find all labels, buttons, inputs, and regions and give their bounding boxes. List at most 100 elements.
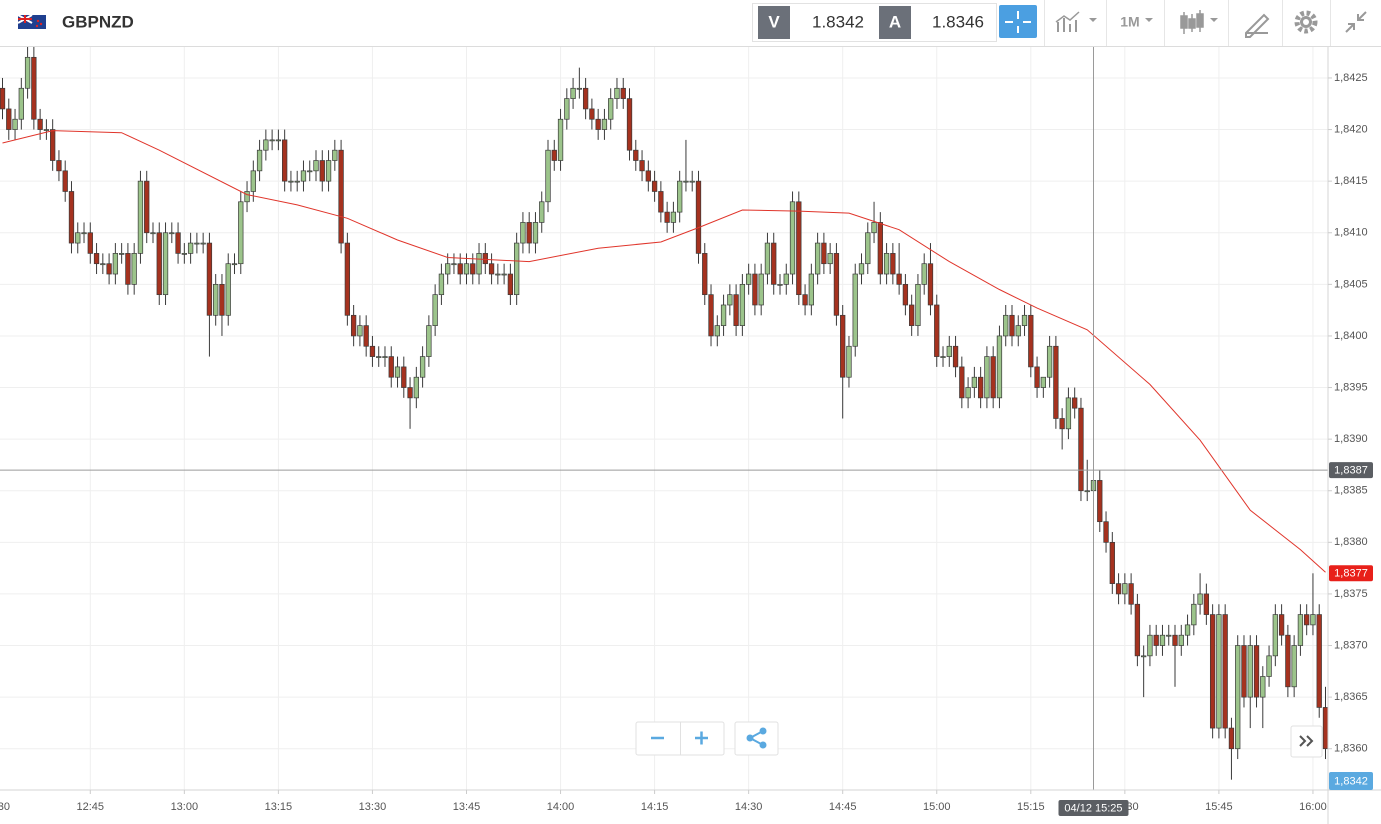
- candle-body: [156, 232, 162, 296]
- candle-body: [507, 273, 514, 296]
- candle-body: [946, 345, 952, 357]
- candle-body: [269, 139, 275, 142]
- candle-body: [739, 283, 746, 326]
- candle-body: [263, 139, 269, 151]
- candle-body: [419, 356, 426, 378]
- candle-body: [482, 253, 488, 265]
- candle-body: [1046, 345, 1053, 378]
- candle-body: [325, 160, 332, 182]
- buy-button[interactable]: [879, 6, 911, 39]
- candle-body: [802, 294, 808, 306]
- candle-body: [808, 273, 814, 306]
- collapse-button[interactable]: [1345, 11, 1367, 33]
- candle-body: [608, 98, 614, 120]
- scroll-to-end-button[interactable]: [1290, 725, 1323, 758]
- candle-body: [43, 129, 50, 131]
- zoom-in-button[interactable]: [695, 731, 708, 745]
- candle-body: [695, 180, 702, 254]
- candle-body: [984, 356, 990, 399]
- candle-body: [338, 149, 344, 244]
- candle-body: [457, 263, 463, 275]
- candle-body: [1304, 614, 1310, 626]
- draw-button[interactable]: [1245, 13, 1270, 38]
- candle-body: [56, 160, 62, 172]
- candle-body: [539, 201, 545, 223]
- candle-body: [589, 108, 595, 120]
- x-tick-label: 14:00: [547, 801, 575, 813]
- candle-body: [282, 139, 288, 182]
- candle-body: [344, 242, 351, 316]
- candle-body: [1159, 634, 1166, 646]
- settings-button[interactable]: [1294, 10, 1318, 34]
- candle-body: [413, 376, 419, 399]
- candle-body: [1021, 314, 1028, 326]
- candle-body: [501, 273, 507, 276]
- crosshair-time-label: 04/12 15:25: [1064, 802, 1122, 814]
- chart-type-button[interactable]: [1055, 11, 1097, 32]
- candle-body: [1115, 583, 1122, 595]
- share-button[interactable]: [734, 721, 779, 756]
- candle-body: [238, 201, 244, 265]
- timeframe-button[interactable]: 1M: [1120, 14, 1139, 30]
- candle-body: [890, 253, 896, 275]
- flag-icon: [17, 14, 46, 29]
- candle-body: [1084, 490, 1090, 493]
- candle-body: [68, 191, 75, 244]
- candle-body: [595, 118, 601, 130]
- candle-body: [814, 242, 821, 275]
- candle-body: [909, 304, 915, 326]
- candle-body: [75, 232, 81, 244]
- dropdown-arrow: [1145, 18, 1153, 22]
- y-tick-label: 1,8415: [1334, 175, 1368, 187]
- candle-body: [106, 263, 112, 275]
- candle-body: [6, 108, 12, 130]
- candle-body: [93, 253, 100, 265]
- candle-body: [520, 222, 526, 244]
- candle-body: [733, 294, 739, 326]
- candle-body: [1009, 314, 1015, 337]
- candle-body: [959, 366, 965, 399]
- y-tick-label: 1,8370: [1334, 639, 1368, 651]
- candle-body: [551, 149, 557, 161]
- candle-style-button[interactable]: [1180, 10, 1218, 34]
- candle-body: [225, 263, 231, 316]
- candle-body: [1247, 645, 1253, 698]
- candle-body: [1065, 397, 1072, 430]
- candle-body: [865, 232, 871, 265]
- x-tick-label: 15:15: [1017, 801, 1045, 813]
- candle-body: [12, 118, 18, 130]
- toolbar: [0, 0, 1381, 46]
- candle-body: [463, 263, 470, 275]
- candle-body: [1285, 634, 1291, 688]
- candle-body: [1191, 603, 1197, 626]
- candle-body: [1015, 325, 1021, 337]
- crosshair-button[interactable]: [999, 5, 1037, 38]
- candle-body: [927, 263, 934, 306]
- candle-body: [883, 253, 890, 275]
- candle-body: [488, 263, 495, 275]
- candle-body: [852, 273, 858, 347]
- candle-body: [144, 180, 150, 234]
- candle-body: [181, 253, 187, 255]
- candle-body: [1147, 634, 1153, 657]
- candle-body: [1097, 480, 1103, 523]
- candle-body: [1034, 366, 1040, 388]
- candle-body: [764, 242, 771, 275]
- candle-body: [150, 232, 156, 235]
- candle-body: [87, 232, 93, 254]
- candle-body: [37, 118, 43, 130]
- candle-body: [50, 129, 56, 161]
- candle-body: [1003, 314, 1009, 337]
- candle-body: [300, 170, 307, 182]
- y-tick-label: 1,8380: [1334, 536, 1368, 548]
- x-tick-label: 13:15: [265, 801, 293, 813]
- sell-button[interactable]: [758, 6, 790, 39]
- candle-body: [112, 253, 119, 275]
- sell-price: 1.8342: [812, 12, 864, 31]
- candle-body: [1122, 583, 1128, 595]
- candle-body: [658, 191, 664, 213]
- candle-body: [871, 222, 877, 234]
- candle-body: [532, 222, 539, 244]
- candle-body: [557, 118, 564, 161]
- candle-body: [357, 325, 363, 337]
